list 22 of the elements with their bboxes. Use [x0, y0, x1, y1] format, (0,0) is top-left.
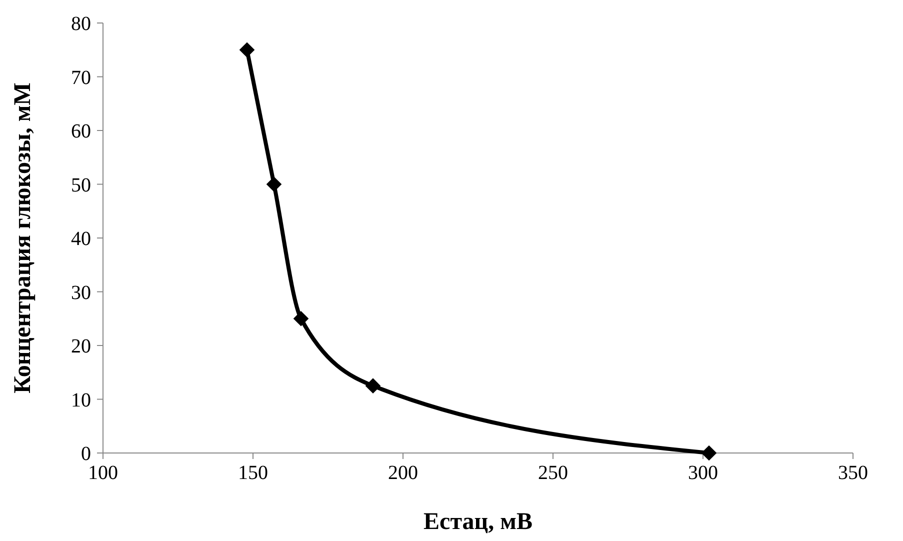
x-tick-label: 250: [538, 462, 568, 484]
y-tick-label: 10: [71, 389, 91, 412]
y-tick-label: 70: [71, 66, 91, 89]
x-tick-label: 150: [238, 462, 268, 484]
x-tick-label: 350: [838, 462, 868, 484]
point: [365, 378, 381, 394]
x-tick-label: 100: [88, 462, 118, 484]
y-axis-title: Концентрация глюкозы, мМ: [10, 82, 36, 394]
x-tick-label: 200: [388, 462, 418, 484]
point: [266, 176, 282, 192]
x-tick-label: 300: [688, 462, 718, 484]
y-tick-label: 20: [71, 336, 91, 358]
y-tick-label: 0: [81, 443, 91, 465]
y-tick-label: 30: [71, 282, 91, 304]
point: [293, 310, 309, 326]
y-tick-label: 80: [71, 13, 91, 35]
x-axis-title: Естац, мВ: [424, 509, 532, 535]
y-tick-label: 50: [71, 174, 91, 196]
y-tick-label: 40: [71, 228, 91, 250]
point: [701, 445, 717, 461]
point: [239, 42, 255, 58]
y-tick-label: 60: [71, 120, 91, 142]
